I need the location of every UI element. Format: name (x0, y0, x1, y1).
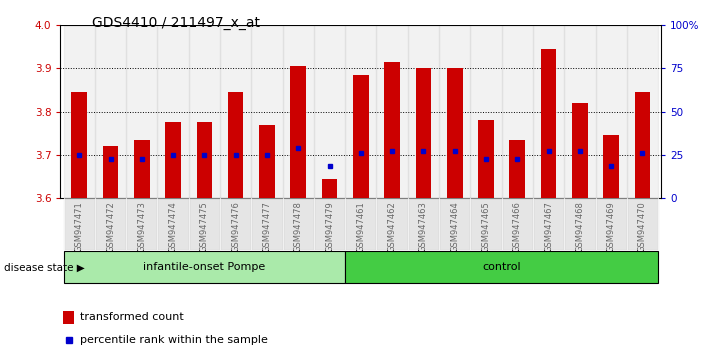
Bar (510, 140, 525, 198)
Bar (63, 251, 345, 283)
Text: GDS4410 / 211497_x_at: GDS4410 / 211497_x_at (92, 16, 260, 30)
Bar (627, 25, 658, 198)
Bar (541, 48, 557, 198)
Text: control: control (482, 262, 521, 272)
Bar (596, 198, 627, 250)
Bar (282, 198, 314, 250)
Text: disease state ▶: disease state ▶ (4, 262, 85, 272)
Bar (188, 198, 220, 250)
Bar (251, 25, 282, 198)
Bar (627, 198, 658, 250)
Bar (282, 25, 314, 198)
Bar (126, 25, 157, 198)
Bar (188, 25, 220, 198)
Bar (533, 198, 565, 250)
Bar (220, 198, 251, 250)
Bar (321, 179, 337, 198)
Bar (165, 122, 181, 198)
Bar (502, 25, 533, 198)
Bar (471, 198, 502, 250)
Bar (102, 146, 118, 198)
Bar (439, 198, 471, 250)
Bar (447, 68, 463, 198)
Text: percentile rank within the sample: percentile rank within the sample (80, 335, 267, 346)
Bar (251, 198, 282, 250)
Bar (95, 198, 126, 250)
Bar (345, 25, 377, 198)
Bar (377, 198, 408, 250)
Bar (604, 135, 619, 198)
Bar (220, 25, 251, 198)
Bar (290, 66, 306, 198)
Bar (63, 311, 74, 324)
Bar (157, 25, 188, 198)
Bar (345, 198, 377, 250)
Bar (345, 251, 658, 283)
Bar (479, 120, 494, 198)
Bar (533, 25, 565, 198)
Text: infantile-onset Pompe: infantile-onset Pompe (143, 262, 265, 272)
Bar (439, 25, 471, 198)
Bar (314, 25, 345, 198)
Bar (471, 25, 502, 198)
Bar (565, 198, 596, 250)
Bar (134, 140, 149, 198)
Bar (385, 62, 400, 198)
Bar (353, 75, 369, 198)
Bar (314, 198, 345, 250)
Bar (565, 25, 596, 198)
Bar (71, 92, 87, 198)
Bar (408, 198, 439, 250)
Bar (196, 122, 212, 198)
Bar (259, 125, 274, 198)
Bar (63, 25, 95, 198)
Bar (502, 198, 533, 250)
Bar (228, 92, 243, 198)
Bar (596, 25, 627, 198)
Bar (63, 198, 95, 250)
Bar (416, 68, 432, 198)
Bar (377, 25, 408, 198)
Text: transformed count: transformed count (80, 312, 183, 322)
Bar (635, 92, 651, 198)
Bar (95, 25, 126, 198)
Bar (572, 103, 588, 198)
Bar (408, 25, 439, 198)
Bar (126, 198, 157, 250)
Bar (157, 198, 188, 250)
